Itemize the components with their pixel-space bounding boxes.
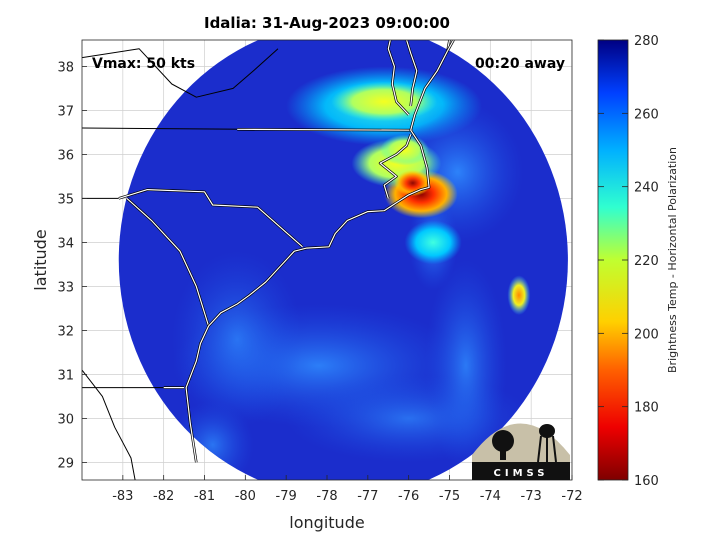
atlantic-coastline bbox=[185, 40, 451, 463]
x-axis-label: longitude bbox=[289, 513, 364, 532]
y-tick-label: 37 bbox=[57, 104, 74, 119]
colorbar-tick-label: 240 bbox=[634, 181, 659, 196]
y-ticks: 29 30 31 32 33 34 35 36 37 38 bbox=[57, 60, 87, 471]
y-tick-label: 29 bbox=[57, 456, 74, 471]
swath-feature-rainband-east bbox=[507, 275, 531, 316]
coastlines bbox=[82, 40, 455, 480]
sound-inner-shore bbox=[379, 134, 412, 199]
x-tick-label: -82 bbox=[153, 489, 174, 504]
swath-texture bbox=[425, 260, 507, 472]
colorbar-tick-label: 180 bbox=[634, 401, 659, 416]
colorbar-label: Brightness Temp - Horizontal Polarizatio… bbox=[666, 147, 679, 373]
y-tick-label: 34 bbox=[57, 236, 74, 251]
x-tick-label: -73 bbox=[521, 489, 542, 504]
x-tick-label: -81 bbox=[194, 489, 215, 504]
x-tick-label: -80 bbox=[235, 489, 256, 504]
y-tick-label: 33 bbox=[57, 280, 74, 295]
delmarva-coast bbox=[446, 40, 455, 52]
time-away-annotation: 00:20 away bbox=[475, 56, 565, 72]
chart-title: Idalia: 31-Aug-2023 09:00:00 bbox=[204, 14, 450, 32]
colorbar-tick-label: 280 bbox=[634, 34, 659, 49]
x-tick-label: -83 bbox=[112, 489, 133, 504]
colorbar-tick-label: 200 bbox=[634, 327, 659, 342]
colorbar-tick-label: 160 bbox=[634, 474, 659, 489]
border-nc-va-swath bbox=[237, 128, 413, 131]
cimss-logo-text: CIMSS bbox=[494, 468, 549, 479]
swath-feature-rainband-chesapeake bbox=[331, 81, 438, 122]
y-axis-label: latitude bbox=[31, 229, 50, 290]
border-sc-ga bbox=[126, 197, 210, 327]
border-nc-va bbox=[82, 127, 246, 130]
x-tick-label: -78 bbox=[316, 489, 337, 504]
colorbar-tick-label: 220 bbox=[634, 254, 659, 269]
border-wv-va bbox=[82, 48, 279, 98]
vmax-annotation: Vmax: 50 kts bbox=[92, 56, 195, 72]
border-fl-inland bbox=[82, 369, 136, 480]
chesapeake-west-shore bbox=[387, 40, 410, 116]
colorbar-ticks: 160 180 200 220 240 260 280 bbox=[598, 34, 659, 489]
x-tick-label: -74 bbox=[480, 489, 501, 504]
border-nc-sc bbox=[118, 189, 303, 248]
swath-texture bbox=[171, 251, 303, 428]
colorbar-tick-label: 260 bbox=[634, 107, 659, 122]
chesapeake-east-shore bbox=[406, 40, 418, 107]
y-tick-label: 32 bbox=[57, 324, 74, 339]
brightness-swath bbox=[118, 40, 568, 480]
x-tick-label: -72 bbox=[561, 489, 582, 504]
x-tick-label: -76 bbox=[398, 489, 419, 504]
cimss-logo: CIMSS bbox=[472, 423, 570, 480]
colorbar: 160 180 200 220 240 260 280 Brightness Temp - … bbox=[597, 34, 679, 489]
y-tick-label: 35 bbox=[57, 192, 74, 207]
y-tick-label: 31 bbox=[57, 368, 74, 383]
x-tick-label: -75 bbox=[439, 489, 460, 504]
x-tick-label: -77 bbox=[357, 489, 378, 504]
x-tick-label: -79 bbox=[276, 489, 297, 504]
map-axes: -83 -82 -81 -80 -79 -78 -77 -76 -75 -74 -73 -72 29 3… bbox=[57, 39, 583, 504]
swath-feature-rainband-outer bbox=[404, 220, 462, 265]
y-tick-label: 36 bbox=[57, 148, 74, 163]
y-tick-label: 38 bbox=[57, 60, 74, 75]
y-tick-label: 30 bbox=[57, 412, 74, 427]
x-ticks: -83 -82 -81 -80 -79 -78 -77 -76 -75 -74 -73 -72 bbox=[112, 475, 583, 504]
